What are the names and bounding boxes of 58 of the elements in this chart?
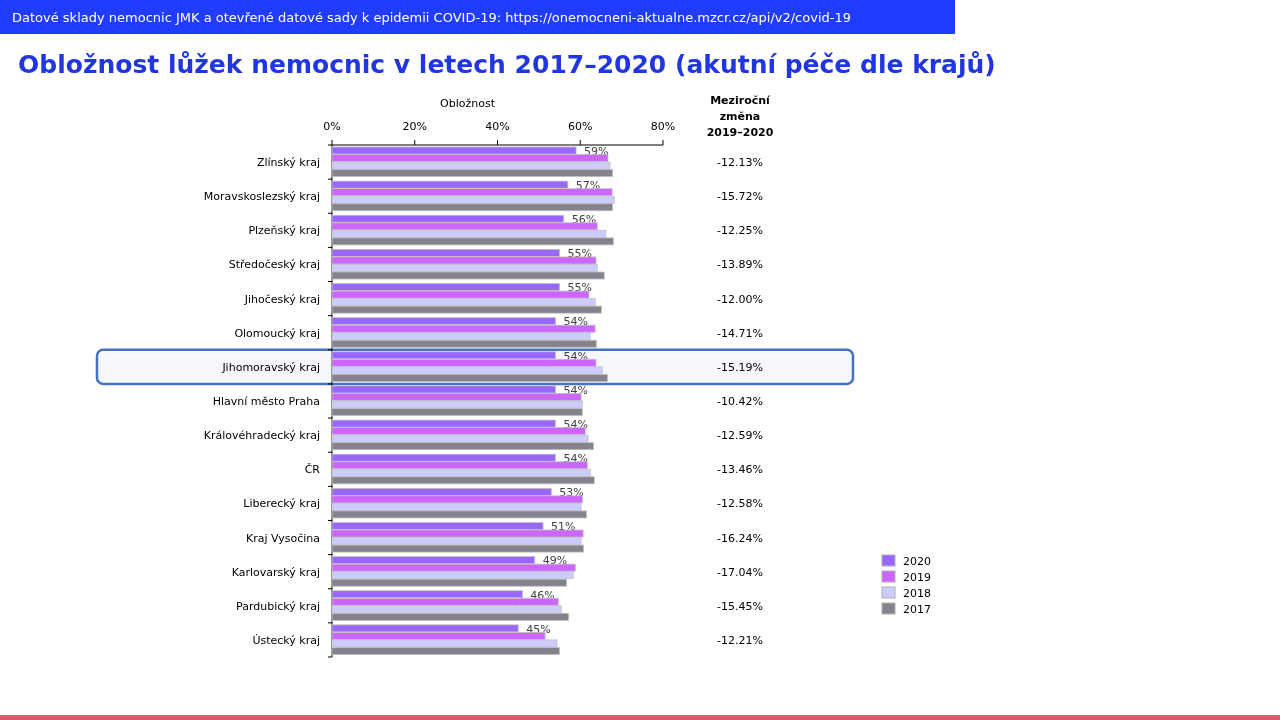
x-tick-label: 0% (323, 120, 341, 133)
text: -10.42% (717, 395, 763, 408)
y-tick-label: Pardubický kraj (236, 599, 320, 613)
x-axis-title: Obložnost (440, 97, 496, 110)
y-tick-label: Kraj Vysočina (245, 531, 320, 545)
data-label: 54% (563, 315, 588, 329)
y-tick-label: Středočeský kraj (228, 258, 320, 272)
y-tick-label: Olomoucký kraj (234, 326, 320, 340)
y-tick-label: Liberecký kraj (243, 497, 320, 511)
text: -13.46% (717, 463, 763, 477)
text: -15.72% (717, 190, 763, 204)
x-tick-label: 80% (650, 120, 676, 133)
text: Meziroční změna 2019–2020 (706, 94, 774, 139)
y-tick-label: Hlavní město Praha (212, 395, 320, 408)
y-tick-label: Jihočeský kraj (243, 292, 320, 306)
text: -15.19% (717, 360, 763, 374)
text: -17.04% (717, 565, 763, 579)
y-tick-label: Královéhradecký kraj (203, 429, 320, 443)
data-label: 54% (563, 451, 588, 465)
y-tick-label: ČR (304, 463, 321, 477)
data-label: 59% (584, 144, 609, 158)
text: -16.24% (717, 531, 763, 545)
y-tick-label: Moravskoslezský kraj (203, 190, 320, 204)
data-label: 57% (575, 178, 601, 192)
data-label: 54% (563, 417, 588, 431)
data-label: 49% (542, 554, 568, 568)
y-tick-label: Ústecký kraj (252, 633, 320, 647)
legend-label: 2018 (903, 587, 931, 600)
text: -12.58% (717, 497, 763, 511)
x-tick-label: 40% (485, 120, 510, 133)
text: -12.00% (717, 292, 763, 306)
y-tick-label: Zlínský kraj (256, 156, 320, 170)
data-label: 55% (567, 247, 593, 261)
legend-label: 2020 (903, 555, 931, 568)
data-label: 51% (551, 520, 576, 534)
text: Datové sklady nemocnic JMK a otevřené datové sady k epidemii COVID-19: https://onemocneni-aktualne.mzcr.cz/api/v2/covid-19 (12, 10, 852, 25)
legend-label: 2019 (903, 571, 931, 584)
text: -12.25% (717, 224, 763, 238)
data-label: 54% (563, 349, 588, 363)
y-tick-label: Plzeňský kraj (248, 224, 320, 238)
text: -12.21% (717, 633, 763, 647)
x-tick-label: 20% (402, 120, 427, 133)
text: -13.89% (717, 258, 763, 272)
data-label: 46% (530, 588, 555, 602)
y-tick-label: Jihomoravský kraj (221, 360, 320, 374)
data-label: 56% (571, 213, 597, 227)
data-label: 54% (563, 383, 588, 397)
data-label: 55% (567, 281, 593, 295)
text: -15.45% (717, 599, 763, 613)
data-label: 45% (526, 622, 551, 636)
y-tick-label: Karlovarský kraj (231, 565, 320, 579)
chart-title: Obložnost lůžek nemocnic v letech 2017–2020 (akutní péče dle krajů) (18, 50, 996, 79)
text: -14.71% (717, 326, 763, 340)
x-tick-label: 60% (568, 120, 593, 133)
text: -12.59% (717, 429, 763, 443)
data-label: 53% (559, 486, 584, 500)
text: -12.13% (717, 156, 763, 170)
legend-label: 2017 (903, 603, 931, 616)
